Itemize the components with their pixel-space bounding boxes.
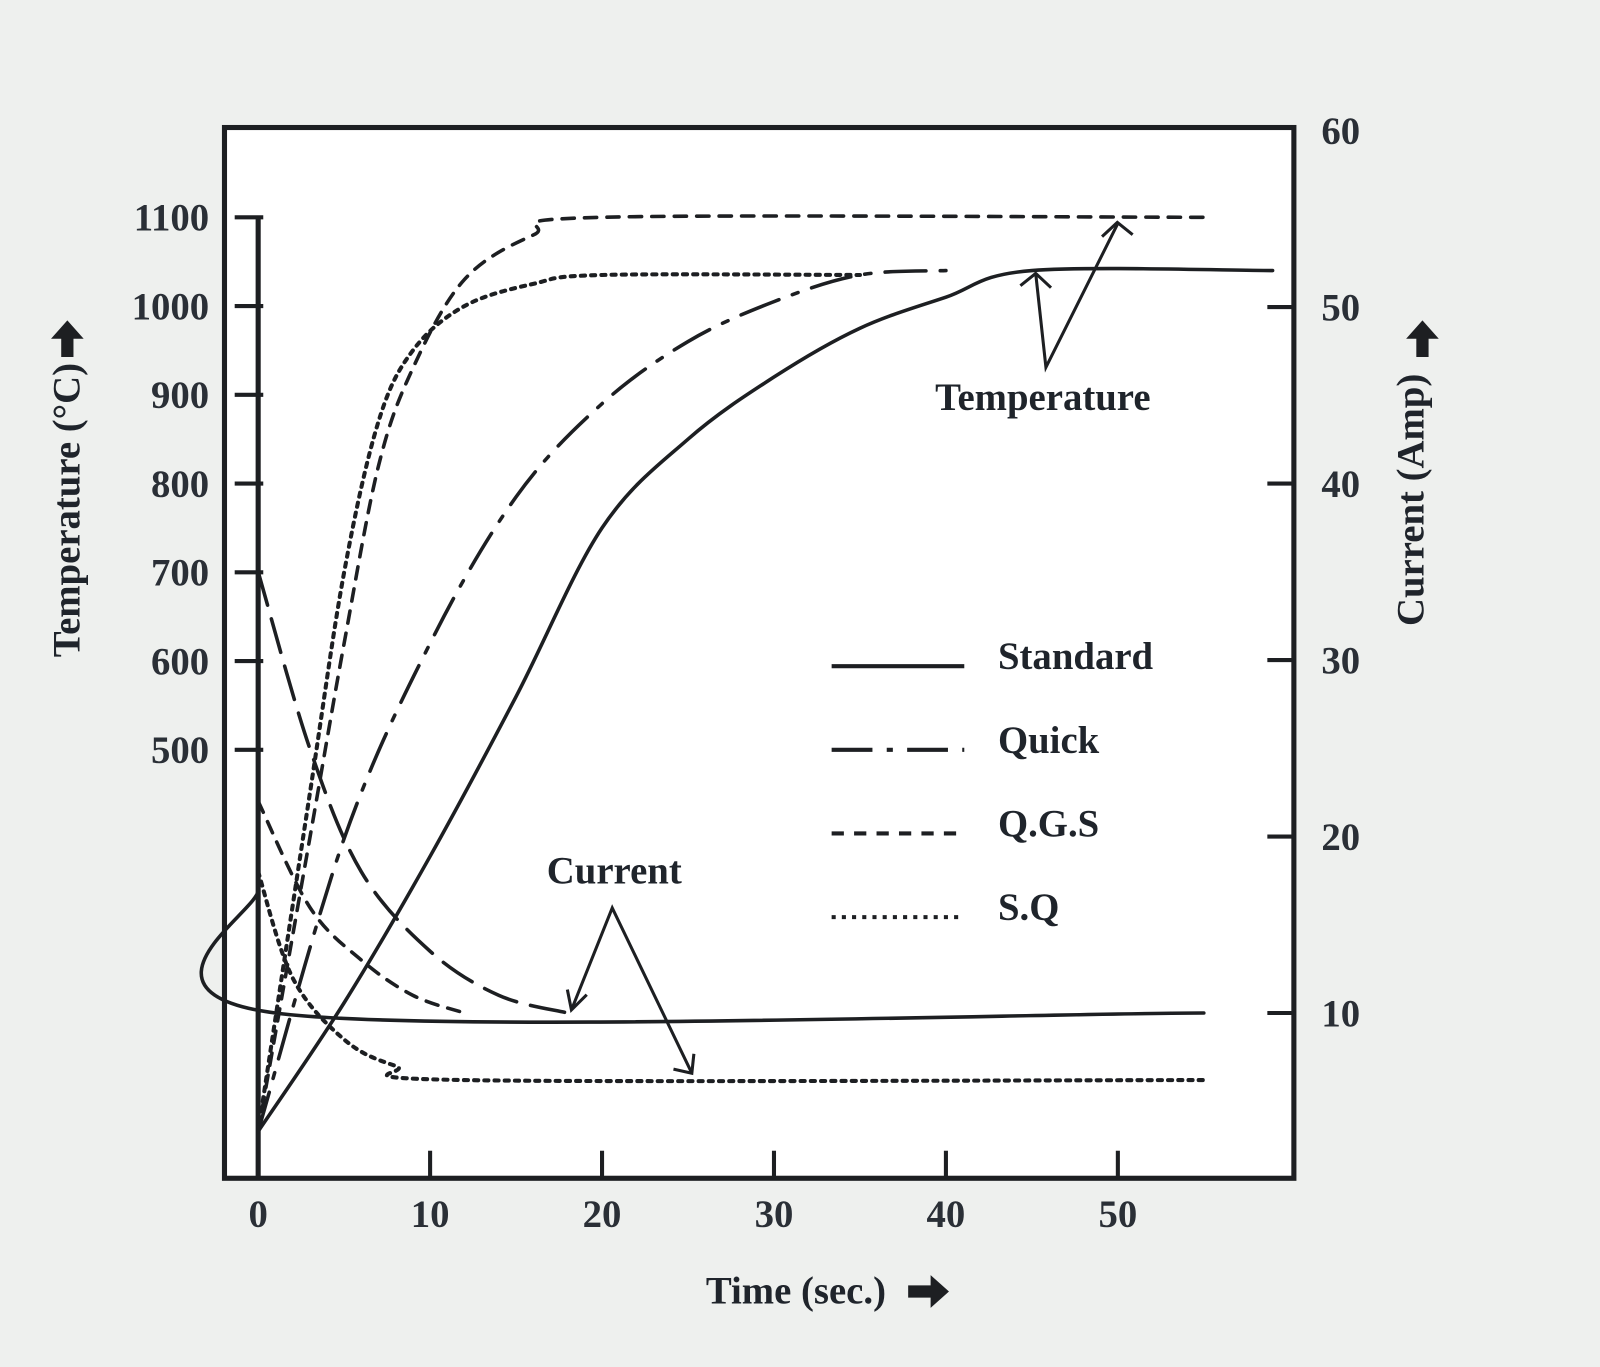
arrow-right-icon (908, 1275, 949, 1308)
y-left-tick-label: 1000 (132, 285, 210, 328)
y-right-tick-label: 50 (1321, 286, 1360, 329)
series-standard-temperature-line (256, 266, 1275, 1134)
y-left-tick-label: 600 (151, 640, 209, 683)
y-right-tick-label: 10 (1321, 992, 1360, 1035)
temperature-annotation: Temperature (935, 376, 1150, 419)
x-tick-label: 0 (248, 1193, 267, 1236)
current-arrow-left-head (565, 989, 588, 1014)
series-standard-current-line (199, 887, 1206, 1024)
temperature-arrow-left-head (1019, 271, 1053, 289)
legend-label: Q.G.S (998, 803, 1099, 846)
arrow-up-icon (1406, 320, 1439, 358)
y-left-tick-label: 800 (151, 463, 209, 506)
legend-label: Quick (998, 719, 1100, 762)
x-tick-label: 30 (755, 1193, 794, 1236)
y-left-tick-label: 700 (151, 552, 209, 595)
series-quick-current-line (256, 570, 570, 1015)
plot-frame (221, 124, 1297, 1181)
y-left-tick-label: 1100 (134, 197, 209, 240)
left-axis-label: Temperature (°C) (46, 363, 89, 657)
legend-label: Standard (998, 635, 1154, 678)
series-qgs-temperature-line (256, 214, 1206, 1134)
y-right-tick-label: 20 (1321, 816, 1360, 859)
y-left-tick-label: 900 (151, 374, 209, 417)
x-axis-label: Time (sec.) (706, 1270, 886, 1313)
arrow-up-icon (51, 320, 84, 358)
y-left-tick-label: 500 (151, 729, 209, 772)
right-axis-label: Current (Amp) (1389, 374, 1432, 626)
series-sq-temperature-line (256, 272, 862, 1134)
x-tick-label: 10 (411, 1193, 450, 1236)
x-tick-label: 40 (927, 1193, 966, 1236)
series-sq-current-line (256, 869, 1206, 1084)
temperature-arrow-right-head (1100, 220, 1134, 238)
y-right-tick-label: 40 (1321, 463, 1360, 506)
temperature-arrow (1034, 223, 1119, 373)
current-annotation: Current (547, 849, 682, 892)
legend-label: S.Q (998, 886, 1059, 929)
y-right-tick-label: 60 (1321, 110, 1360, 153)
y-right-tick-label: 30 (1321, 639, 1360, 682)
series-qgs-current-line (256, 799, 467, 1015)
x-tick-label: 20 (583, 1193, 622, 1236)
current-arrow (570, 904, 694, 1074)
x-tick-label: 50 (1098, 1193, 1137, 1236)
current-arrow-right-head (673, 1053, 696, 1076)
